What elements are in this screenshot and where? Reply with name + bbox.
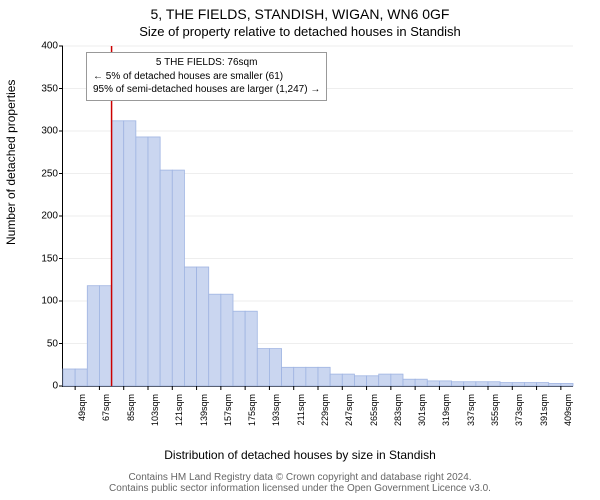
histogram-bar [537,383,549,386]
histogram-bar [172,170,184,386]
x-tick-label: 337sqm [466,394,476,434]
x-tick-label: 229sqm [320,394,330,434]
histogram-bar [500,383,512,386]
annotation-line-3: 95% of semi-detached houses are larger (… [93,83,320,97]
histogram-bar [63,369,75,386]
histogram-bar [524,383,536,386]
histogram-bar [354,376,366,386]
y-tick-label: 50 [28,338,58,349]
x-tick-label: 247sqm [344,394,354,434]
x-tick-label: 319sqm [441,394,451,434]
histogram-bar [257,349,269,386]
y-tick-label: 300 [28,126,58,137]
histogram-bar [512,383,524,386]
histogram-bar [124,121,136,386]
histogram-bar [464,382,476,386]
annotation-line-2: ← 5% of detached houses are smaller (61) [93,70,320,84]
histogram-bar [561,383,573,386]
annotation-line-1: 5 THE FIELDS: 76sqm [93,56,320,70]
histogram-bar [318,367,330,386]
x-tick-label: 67sqm [101,394,111,434]
histogram-bar [221,294,233,386]
x-tick-label: 409sqm [563,394,573,434]
address-title: 5, THE FIELDS, STANDISH, WIGAN, WN6 0GF [0,6,600,22]
histogram-bar [184,267,196,386]
y-tick-label: 100 [28,296,58,307]
histogram-bar [245,311,257,386]
x-tick-label: 373sqm [514,394,524,434]
y-axis-label: Number of detached properties [4,80,18,245]
histogram-bar [282,367,294,386]
y-tick-label: 0 [28,381,58,392]
histogram-bar [330,374,342,386]
y-tick-label: 150 [28,253,58,264]
histogram-bar [476,382,488,386]
x-tick-label: 301sqm [417,394,427,434]
histogram-bar [75,369,87,386]
x-tick-label: 175sqm [247,394,257,434]
y-tick-label: 350 [28,83,58,94]
histogram-bar [148,137,160,386]
histogram-bar [403,379,415,386]
histogram-bar [306,367,318,386]
y-tick-label: 400 [28,41,58,52]
histogram-bar [99,286,111,386]
histogram-bar [233,311,245,386]
subtitle: Size of property relative to detached ho… [0,24,600,39]
x-tick-label: 157sqm [223,394,233,434]
x-tick-label: 193sqm [271,394,281,434]
x-tick-label: 355sqm [490,394,500,434]
marker-annotation: 5 THE FIELDS: 76sqm ← 5% of detached hou… [86,52,327,101]
histogram-bar [391,374,403,386]
histogram-bar [488,382,500,386]
histogram-bar [197,267,209,386]
copyright-text: Contains HM Land Registry data © Crown c… [0,472,600,494]
histogram-bar [294,367,306,386]
y-tick-label: 200 [28,211,58,222]
x-tick-label: 85sqm [126,394,136,434]
x-tick-label: 139sqm [199,394,209,434]
histogram-bar [112,121,124,386]
histogram-bar [452,382,464,386]
histogram-bar [342,374,354,386]
x-tick-label: 103sqm [150,394,160,434]
histogram-bar [87,286,99,386]
x-axis-label: Distribution of detached houses by size … [0,448,600,462]
x-tick-label: 121sqm [174,394,184,434]
histogram-bar [209,294,221,386]
histogram-bar [269,349,281,386]
x-tick-label: 265sqm [369,394,379,434]
histogram-bar [379,374,391,386]
histogram-bar [427,381,439,386]
histogram-bar [439,381,451,386]
histogram-bar [367,376,379,386]
histogram-bar [136,137,148,386]
x-tick-label: 211sqm [296,394,306,434]
histogram-bar [415,379,427,386]
histogram-bar [549,383,561,386]
y-tick-label: 250 [28,168,58,179]
x-tick-label: 49sqm [77,394,87,434]
x-tick-label: 283sqm [393,394,403,434]
histogram-bar [160,170,172,386]
x-tick-label: 391sqm [539,394,549,434]
